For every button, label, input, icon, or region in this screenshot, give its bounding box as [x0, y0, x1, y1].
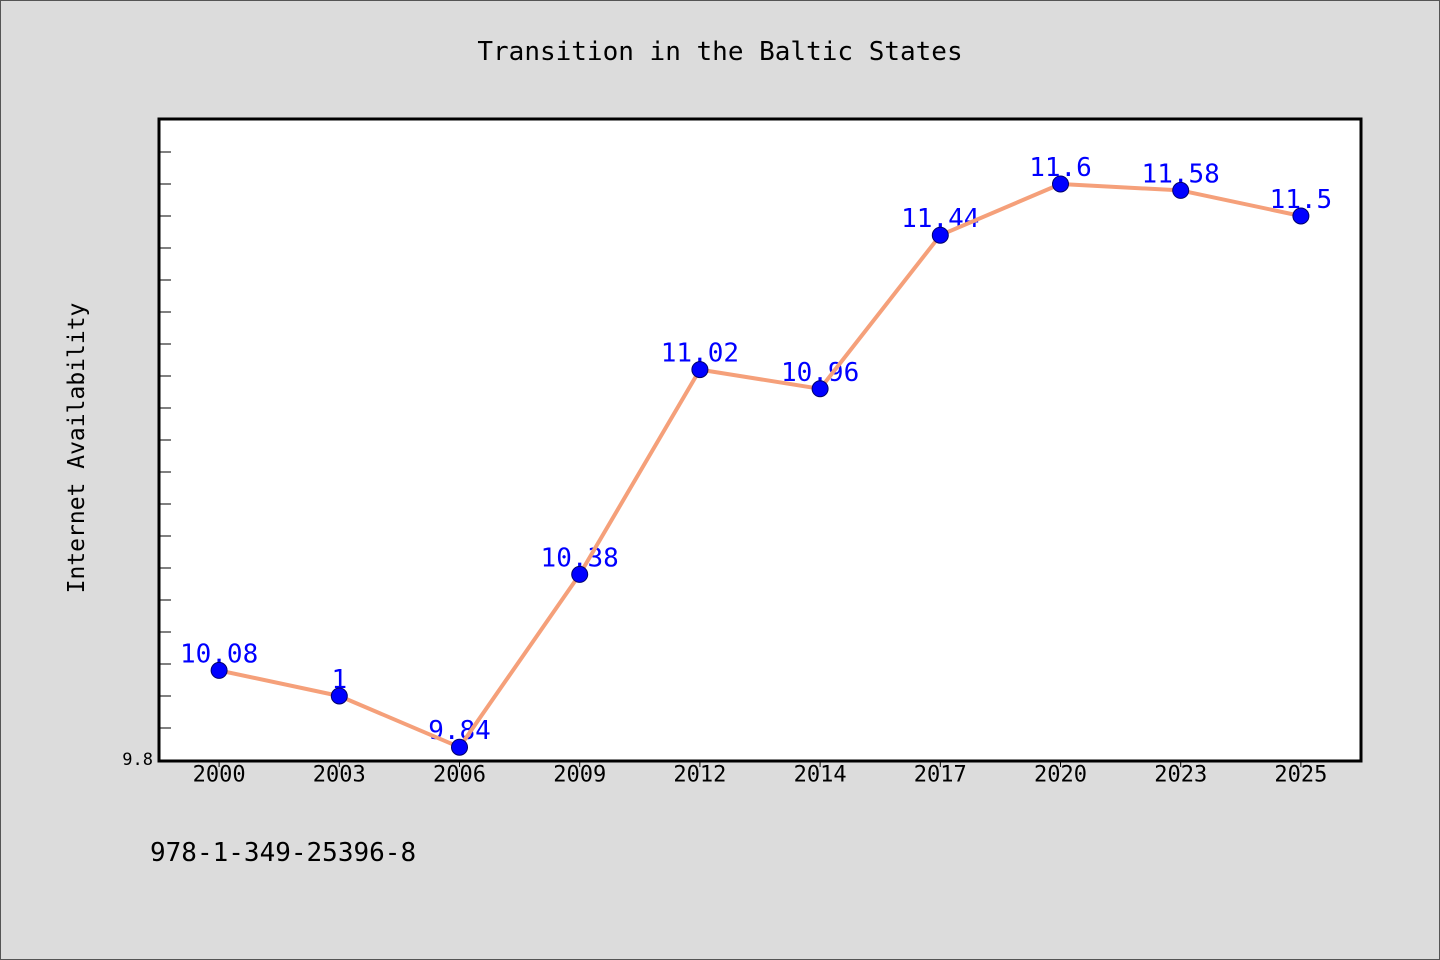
data-point-marker [691, 361, 709, 379]
x-tick-label: 2000 [193, 763, 246, 788]
data-point-marker [1172, 181, 1190, 199]
data-point-marker [811, 380, 829, 398]
x-axis-tick-labels: 2000 2003 2006 2009 2012 2014 2017 2020 2023 2025 [193, 763, 1328, 788]
x-tick-label: 2023 [1154, 763, 1207, 788]
y-axis-tick-labels: 9.8 [122, 750, 153, 770]
x-tick-label: 2014 [794, 763, 847, 788]
data-point-marker [330, 687, 348, 705]
x-tick-label: 2025 [1274, 763, 1327, 788]
series-line-group [217, 182, 1303, 750]
footer-text: 978-1-349-25396-8 [150, 838, 416, 868]
data-point-marker [1292, 207, 1310, 225]
x-tick-label: 2012 [673, 763, 726, 788]
x-tick-label: 2017 [914, 763, 967, 788]
x-tick-label: 2003 [313, 763, 366, 788]
data-point-marker [210, 661, 228, 679]
x-tick-label: 2009 [553, 763, 606, 788]
chart-title: Transition in the Baltic States [477, 37, 962, 67]
y-axis-label: Internet Availability [64, 303, 90, 594]
y-tick-label: 9.8 [122, 750, 153, 770]
data-point-marker [931, 226, 949, 244]
y-axis-ticks [159, 151, 171, 729]
x-tick-label: 2006 [433, 763, 486, 788]
plot-frame [157, 117, 1363, 763]
data-point-marker [451, 738, 468, 756]
data-point-marker [571, 565, 589, 583]
x-tick-label: 2020 [1034, 763, 1087, 788]
data-point-marker [1052, 175, 1069, 193]
data-label: 1 [331, 665, 347, 695]
series-line [217, 182, 1303, 750]
plot-area [159, 119, 1361, 761]
data-point-markers [210, 175, 1310, 756]
